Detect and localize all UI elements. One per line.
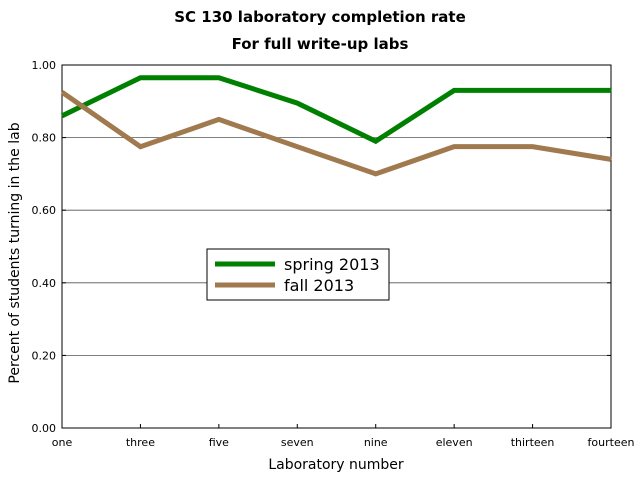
y-axis-label: Percent of students turning in the lab [7,122,23,383]
data-point [139,77,141,79]
legend-label-spring: spring 2013 [284,255,380,274]
data-point [375,173,377,175]
legend: spring 2013 fall 2013 [206,248,390,301]
data-point [218,77,220,79]
legend-label-fall: fall 2013 [284,276,354,295]
x-axis-label: Laboratory number [268,457,404,473]
x-tick-label: one [52,436,73,449]
x-tick-label: five [209,436,229,449]
y-tick-label: 0.00 [32,422,57,435]
y-tick-label: 0.80 [32,132,57,145]
series-lines [60,75,612,177]
y-tick-label: 0.40 [32,277,57,290]
series-line-1 [60,90,612,177]
data-point [218,118,220,120]
legend-box [206,248,390,301]
chart-title: SC 130 laboratory completion rate [174,8,466,26]
x-tick-label: nine [364,436,388,449]
y-tick-label: 1.00 [32,59,57,72]
data-point [532,146,534,148]
data-point [296,146,298,148]
data-point [61,91,63,93]
data-point [532,89,534,91]
data-point [139,146,141,148]
x-tick-label: seven [281,436,314,449]
data-point [610,158,612,160]
data-point [453,146,455,148]
x-tick-label: fourteen [588,436,635,449]
data-point [610,89,612,91]
data-point [375,140,377,142]
gridlines [62,137,611,356]
chart-subtitle: For full write-up labs [232,35,409,53]
series-line-0 [60,75,611,145]
plot-area [61,64,612,429]
y-axis-ticks: 0.00 0.20 0.40 0.60 0.80 1.00 [32,59,611,435]
data-point [296,102,298,104]
x-tick-label: thirteen [511,436,555,449]
y-tick-label: 0.60 [32,204,57,217]
x-axis-ticks: one three five seven nine eleven thirteen fourt… [52,424,635,449]
y-tick-label: 0.20 [32,349,57,362]
x-tick-label: eleven [436,436,473,449]
data-point [453,89,455,91]
x-tick-label: three [126,436,155,449]
data-point [61,115,63,117]
